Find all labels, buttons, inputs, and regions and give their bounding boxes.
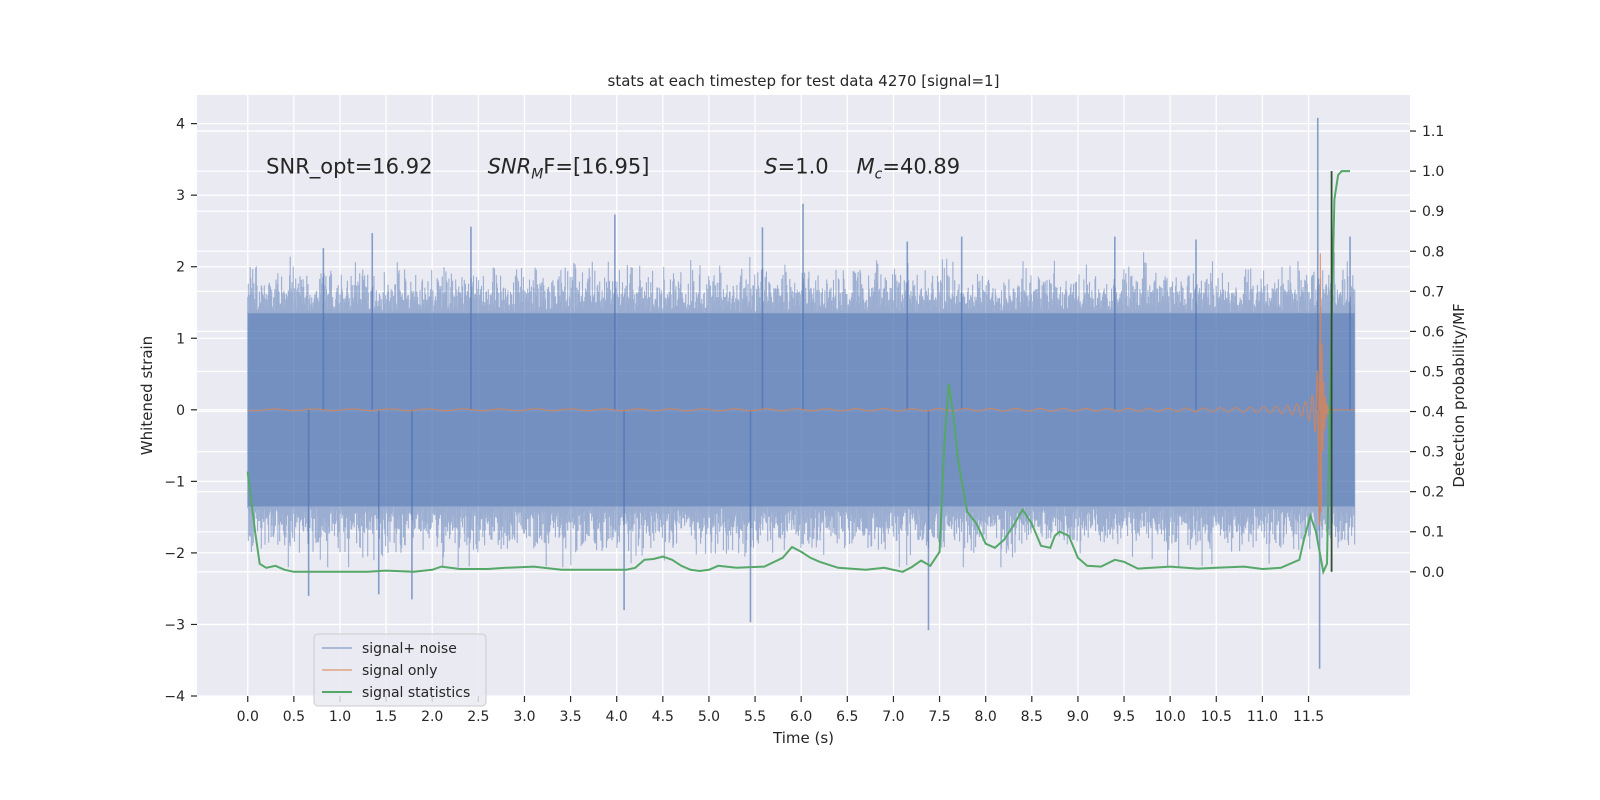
y-tick-label-right: 0.4 [1422, 405, 1444, 421]
x-tick-label: 3.5 [559, 709, 581, 725]
y-tick-label-right: 1.0 [1422, 164, 1444, 180]
y-tick-label-left: −3 [164, 617, 185, 633]
y-tick-label-left: 2 [176, 260, 185, 276]
y-tick-label-right: 0.2 [1422, 485, 1444, 501]
x-tick-label: 3.0 [513, 709, 535, 725]
x-tick-label: 10.0 [1155, 709, 1186, 725]
legend-label: signal statistics [362, 685, 470, 701]
annotation-0: SNR_opt=16.92 [266, 155, 432, 180]
x-tick-label: 11.0 [1247, 709, 1278, 725]
x-tick-label: 7.5 [928, 709, 950, 725]
statistics-trace [246, 170, 1350, 576]
x-tick-label: 1.5 [375, 709, 397, 725]
x-tick-label: 8.0 [975, 709, 997, 725]
x-tick-label: 5.0 [698, 709, 720, 725]
y-tick-label-left: 4 [176, 117, 185, 133]
annotation-1: SNRMF=[16.95] [488, 155, 650, 183]
y-tick-label-left: 3 [176, 188, 185, 204]
annotation-3: Mc=40.89 [857, 155, 961, 183]
x-tick-label: 5.5 [744, 709, 766, 725]
y-tick-label-right: 0.3 [1422, 445, 1444, 461]
x-tick-label: 7.0 [882, 709, 904, 725]
chart-title: stats at each timestep for test data 427… [608, 72, 1000, 90]
y-axis-left: 4 3 2 1 0 −1 −2 −3 −4 [164, 117, 197, 705]
y-tick-label-left: 0 [176, 403, 185, 419]
y-tick-label-left: −4 [164, 689, 185, 705]
series-signal-statistics [246, 170, 1350, 576]
x-tick-label: 4.5 [652, 709, 674, 725]
legend-label: signal only [362, 663, 437, 679]
x-tick-label: 6.5 [836, 709, 858, 725]
annotation-2: S=1.0 [764, 155, 828, 179]
x-tick-label: 2.0 [421, 709, 443, 725]
x-tick-label: 1.0 [329, 709, 351, 725]
y-tick-label-left: −2 [164, 546, 185, 562]
x-tick-label: 0.5 [283, 709, 305, 725]
legend-box [313, 633, 487, 707]
annotations: SNR_opt=16.92 SNRMF=[16.95] S=1.0 Mc=40.89 [266, 155, 960, 183]
y-tick-label-right: 0.7 [1422, 284, 1444, 300]
x-axis-label: Time (s) [772, 729, 834, 747]
x-tick-label: 9.5 [1113, 709, 1135, 725]
y-axis-label-right: Detection probability/MF [1450, 303, 1468, 487]
y-tick-label-right: 0.0 [1422, 565, 1444, 581]
x-tick-label: 0.0 [237, 709, 259, 725]
y-tick-label-right: 0.8 [1422, 244, 1444, 260]
x-tick-label: 4.0 [606, 709, 628, 725]
x-tick-label: 9.0 [1067, 709, 1089, 725]
x-tick-label: 2.5 [467, 709, 489, 725]
x-tick-label: 6.0 [790, 709, 812, 725]
x-tick-label: 10.5 [1201, 709, 1232, 725]
series-signal-only [247, 253, 1355, 527]
x-tick-label: 11.5 [1293, 709, 1324, 725]
y-tick-label-right: 0.1 [1422, 525, 1444, 541]
y-tick-label-left: −1 [164, 474, 185, 490]
legend: signal+ noise signal only signal statistic… [313, 633, 487, 707]
x-axis: 0.0 0.5 1.0 1.5 2.0 2.5 3.0 3.5 4.0 4.5 5.0 5.5 6.0 6… [237, 696, 1324, 725]
y-tick-label-right: 0.9 [1422, 204, 1444, 220]
chirp-trace [247, 253, 1355, 527]
y-tick-label-right: 0.6 [1422, 324, 1444, 340]
x-tick-label: 8.5 [1021, 709, 1043, 725]
y-tick-label-right: 1.1 [1422, 124, 1444, 140]
y-tick-label-left: 1 [176, 331, 185, 347]
y-axis-label-left: Whitened strain [138, 336, 156, 455]
legend-label: signal+ noise [362, 641, 457, 657]
y-tick-label-right: 0.5 [1422, 364, 1444, 380]
y-axis-right: 1.1 1.0 0.9 0.8 0.7 0.6 0.5 0.4 0.3 0.2 0.1 0.0 [1410, 124, 1444, 581]
